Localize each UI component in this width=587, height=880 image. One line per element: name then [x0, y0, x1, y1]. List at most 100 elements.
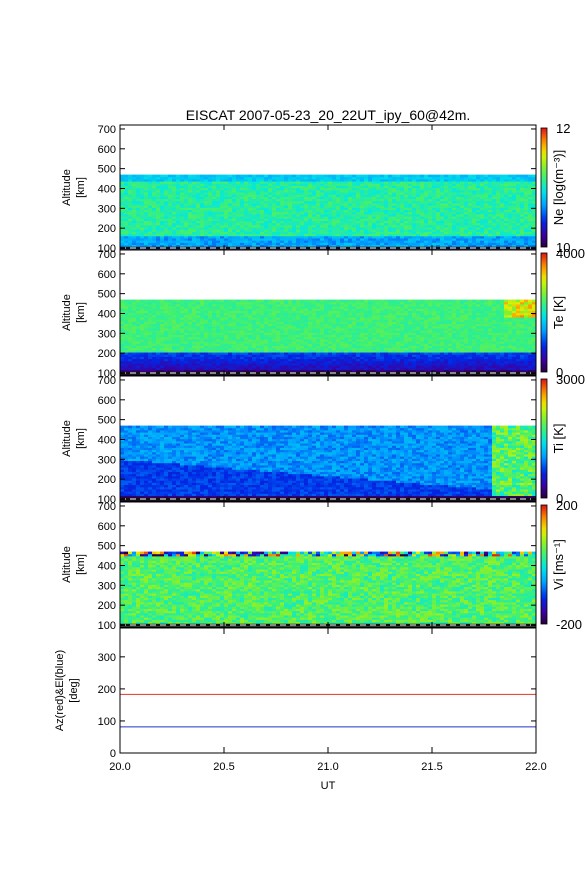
heatmap-cell — [212, 233, 217, 237]
heatmap-cell — [156, 187, 161, 191]
heatmap-cell — [456, 176, 461, 180]
heatmap-cell — [264, 233, 269, 237]
heatmap-cell — [336, 224, 341, 228]
heatmap-cell — [168, 233, 173, 237]
heatmap-cell — [396, 216, 401, 219]
heatmap-cell — [412, 189, 417, 193]
heatmap-cell — [316, 222, 321, 226]
heatmap-cell — [336, 192, 341, 195]
heatmap-cell — [136, 203, 141, 206]
heatmap-cell — [456, 187, 461, 191]
heatmap-cell — [236, 178, 241, 182]
heatmap-cell — [424, 240, 429, 243]
heatmap-cell — [308, 205, 313, 208]
heatmap-cell — [392, 196, 397, 200]
heatmap-cell — [352, 198, 357, 202]
heatmap-cell — [228, 196, 233, 200]
heatmap-cell — [256, 299, 261, 303]
heatmap-cell — [344, 198, 349, 202]
heatmap-cell — [404, 174, 409, 178]
heatmap-cell — [152, 233, 157, 237]
heatmap-cell — [364, 242, 369, 246]
heatmap-cell — [444, 181, 449, 184]
heatmap-cell — [384, 189, 389, 193]
heatmap-cell — [208, 181, 213, 184]
heatmap-cell — [380, 192, 385, 195]
heatmap-cell — [464, 196, 469, 200]
heatmap-cell — [348, 185, 353, 189]
heatmap-cell — [304, 176, 309, 180]
heatmap-cell — [488, 194, 493, 197]
heatmap-cell — [364, 211, 369, 215]
heatmap-cell — [256, 224, 261, 228]
heatmap-cell — [268, 189, 273, 193]
heatmap-cell — [396, 198, 401, 202]
heatmap-cell — [156, 200, 161, 204]
heatmap-cell — [356, 189, 361, 193]
heatmap-cell — [420, 209, 425, 213]
heatmap-cell — [300, 183, 305, 186]
heatmap-cell — [212, 222, 217, 226]
heatmap-cell — [172, 220, 177, 224]
heatmap-cell — [252, 220, 257, 224]
heatmap-cell — [476, 229, 481, 232]
heatmap-cell — [288, 218, 293, 221]
heatmap-cell — [480, 207, 485, 211]
heatmap-cell — [192, 211, 197, 215]
heatmap-cell — [236, 185, 241, 189]
heatmap-cell — [364, 181, 369, 184]
heatmap-cell — [408, 205, 413, 208]
heatmap-cell — [336, 178, 341, 182]
heatmap-cell — [144, 233, 149, 237]
heatmap-cell — [384, 233, 389, 237]
heatmap-cell — [360, 207, 365, 211]
heatmap-cell — [204, 192, 209, 195]
heatmap-cell — [140, 229, 145, 232]
heatmap-cell — [184, 244, 189, 248]
heatmap-cell — [452, 242, 457, 246]
y-tick-label: 700 — [98, 124, 116, 136]
heatmap-cell — [192, 235, 197, 239]
heatmap-cell — [264, 240, 269, 243]
heatmap-cell — [208, 242, 213, 246]
heatmap-cell — [412, 174, 417, 178]
heatmap-cell — [364, 220, 369, 224]
heatmap-cell — [436, 200, 441, 204]
heatmap-cell — [304, 203, 309, 206]
heatmap-cell — [160, 185, 165, 189]
heatmap-cell — [128, 222, 133, 226]
heatmap-cell — [288, 174, 293, 178]
heatmap-cell — [416, 209, 421, 213]
heatmap-cell — [484, 229, 489, 232]
heatmap-cell — [388, 203, 393, 206]
heatmap-cell — [292, 178, 297, 182]
heatmap-cell — [188, 231, 193, 235]
heatmap-cell — [120, 189, 125, 193]
heatmap-cell — [456, 218, 461, 221]
heatmap-cell — [480, 176, 485, 180]
heatmap-cell — [244, 299, 249, 303]
heatmap-cell — [444, 231, 449, 235]
heatmap-cell — [348, 233, 353, 237]
heatmap-cell — [464, 178, 469, 182]
heatmap-cell — [252, 231, 257, 235]
heatmap-cell — [388, 174, 393, 178]
heatmap-cell — [264, 185, 269, 189]
heatmap-cell — [176, 229, 181, 232]
heatmap-cell — [372, 176, 377, 180]
heatmap-cell — [304, 178, 309, 182]
heatmap-cell — [396, 238, 401, 241]
heatmap-cell — [464, 216, 469, 219]
heatmap-cell — [188, 224, 193, 228]
heatmap-cell — [364, 244, 369, 248]
heatmap-cell — [136, 216, 141, 219]
heatmap-cell — [428, 207, 433, 211]
heatmap-cell — [344, 196, 349, 200]
heatmap-cell — [216, 176, 221, 180]
heatmap-cell — [132, 200, 137, 204]
heatmap-cell — [216, 218, 221, 221]
heatmap-cell — [212, 235, 217, 239]
heatmap-cell — [460, 209, 465, 213]
heatmap-cell — [356, 183, 361, 186]
heatmap-cell — [496, 240, 501, 243]
